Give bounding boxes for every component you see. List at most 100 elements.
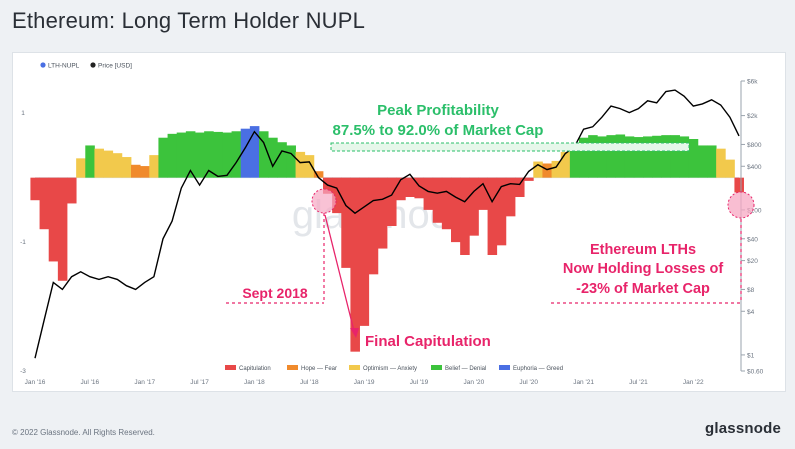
nupl-bar (423, 177, 434, 210)
y-right-tick-label: $40 (747, 236, 758, 243)
x-tick-label: Jul '18 (300, 379, 319, 386)
y-right-tick-label: $2k (747, 113, 758, 120)
x-tick-label: Jan '18 (244, 379, 265, 386)
nupl-bar (341, 177, 351, 268)
y-right-tick-label: $6k (747, 79, 758, 86)
zone-legend-label: Capitulation (239, 366, 271, 372)
y-right-tick-label: $1 (747, 352, 755, 359)
nupl-bar (57, 177, 68, 281)
page-title: Ethereum: Long Term Holder NUPL (12, 8, 366, 33)
nupl-bar (332, 177, 342, 214)
nupl-bar (277, 142, 287, 178)
nupl-bar (222, 132, 232, 178)
final-capitulation-arrow (324, 214, 355, 332)
x-tick-label: Jan '17 (134, 379, 155, 386)
nupl-bar (606, 135, 616, 178)
top-legend-label: LTH-NUPL (48, 63, 80, 70)
y-right-tick-label: $100 (747, 207, 762, 214)
y-left-tick-label: -1 (20, 239, 26, 246)
nupl-bar (85, 145, 95, 178)
nupl-bar (496, 177, 507, 246)
nupl-bar (30, 177, 40, 201)
nupl-bar (652, 135, 662, 178)
x-tick-label: Jul '19 (410, 379, 429, 386)
y-right-tick-label: $20 (747, 258, 758, 265)
now-highlight (727, 191, 755, 219)
nupl-bar (112, 153, 123, 178)
zone-legend-label: Optimism — Anxiety (363, 366, 417, 372)
zone-legend-label: Euphoria — Greed (513, 366, 563, 372)
zone-legend-swatch (499, 365, 510, 370)
top-legend-swatch (40, 62, 46, 68)
nupl-bar (377, 177, 388, 249)
y-right-tick-label: $400 (747, 164, 762, 171)
peak-profitability-band (330, 142, 690, 152)
nupl-bar (679, 136, 690, 178)
now-label-line2: Now Holding Losses of (563, 261, 723, 277)
nupl-bar (249, 126, 260, 178)
x-tick-label: Jul '17 (190, 379, 209, 386)
nupl-bar (268, 137, 278, 178)
zone-legend-label: Belief — Denial (445, 366, 486, 372)
y-right-tick-label: $8 (747, 287, 755, 294)
nupl-bar (487, 177, 498, 255)
nupl-bar (697, 145, 708, 178)
nupl-bar (295, 151, 306, 178)
nupl-bar (588, 135, 598, 178)
nupl-bar (368, 177, 379, 275)
x-tick-label: Jul '21 (629, 379, 648, 386)
zone-legend-swatch (225, 365, 236, 370)
nupl-bar (304, 155, 315, 178)
top-legend-label: Price [USD] (98, 63, 132, 70)
x-tick-label: Jan '16 (25, 379, 46, 386)
y-right-tick-label: $800 (747, 142, 762, 149)
nupl-bar (185, 131, 196, 178)
nupl-bar (204, 131, 214, 178)
x-tick-label: Jan '20 (463, 379, 484, 386)
nupl-bar (414, 177, 424, 199)
nupl-bar (615, 134, 626, 178)
y-right-tick-label: $0.60 (747, 369, 764, 376)
nupl-bar (633, 137, 644, 178)
nupl-bar (460, 177, 470, 255)
brand-logo: glassnode (705, 420, 781, 437)
nupl-bar (432, 177, 443, 223)
nupl-bar (67, 177, 77, 204)
nupl-bar (396, 177, 406, 201)
zone-legend-swatch (431, 365, 442, 370)
nupl-bar (39, 177, 50, 230)
arrow-head-icon (350, 328, 359, 338)
now-label-line1: Ethereum LTHs (590, 242, 696, 258)
copyright: © 2022 Glassnode. All Rights Reserved. (12, 428, 155, 437)
nupl-bar (213, 131, 223, 178)
nupl-bar (533, 161, 543, 178)
final-capitulation-label: Final Capitulation (365, 333, 491, 350)
nupl-bar (469, 177, 479, 236)
x-tick-label: Jan '21 (573, 379, 594, 386)
nupl-bar (451, 177, 461, 243)
top-legend-swatch (90, 62, 96, 68)
nupl-bar (542, 163, 552, 178)
nupl-bar (524, 177, 534, 181)
nupl-bar (688, 139, 699, 178)
nupl-bar (48, 177, 59, 262)
sept-2018-label: Sept 2018 (242, 285, 308, 301)
nupl-bar (716, 148, 726, 178)
y-left-tick-label: 1 (21, 110, 25, 117)
nupl-bar (259, 131, 269, 178)
nupl-bar (286, 145, 296, 178)
nupl-bar (131, 164, 141, 178)
nupl-bar (551, 160, 562, 178)
nupl-bar (350, 177, 360, 352)
nupl-bar (515, 177, 525, 197)
y-right-tick-label: $4 (747, 309, 755, 316)
now-label-line3: -23% of Market Cap (576, 281, 710, 297)
nupl-bar (158, 137, 168, 178)
zone-legend-swatch (287, 365, 298, 370)
nupl-bar (149, 155, 159, 178)
nupl-bar (94, 148, 104, 178)
nupl-bar (624, 136, 635, 178)
nupl-bar (121, 157, 132, 178)
